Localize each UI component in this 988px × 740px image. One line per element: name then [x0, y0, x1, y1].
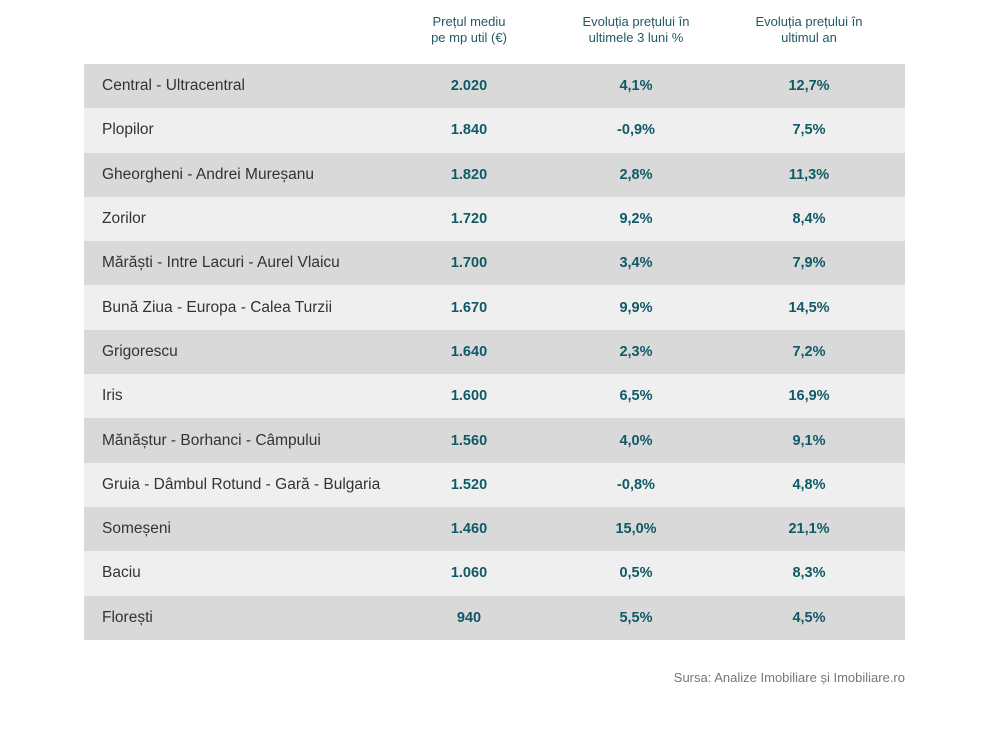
source-note: Sursa: Analize Imobiliare și Imobiliare.…	[673, 670, 905, 685]
table-row: Someșeni 1.460 15,0% 21,1%	[84, 506, 905, 552]
table-row: Central - Ultracentral 2.020 4,1% 12,7%	[84, 64, 905, 109]
neighborhood-name: Plopilor	[102, 121, 154, 139]
evolution-3m-value: 15,0%	[615, 521, 657, 538]
neighborhood-name: Central - Ultracentral	[102, 77, 245, 95]
evolution-3m-value: -0,8%	[617, 476, 655, 493]
neighborhood-name: Zorilor	[102, 210, 146, 228]
evolution-1y-value: 7,9%	[792, 255, 826, 272]
neighborhood-name: Mănăștur - Borhanci - Câmpului	[102, 431, 321, 449]
price-value: 1.640	[450, 343, 488, 360]
price-value: 1.840	[450, 122, 488, 139]
price-value: 2.020	[450, 78, 488, 95]
evolution-1y-value: 12,7%	[788, 78, 830, 95]
neighborhood-name: Mărăști - Intre Lacuri - Aurel Vlaicu	[102, 254, 340, 272]
price-value: 1.700	[450, 255, 488, 272]
header-price-line1: Prețul mediu	[432, 14, 506, 29]
table-row: Mănăștur - Borhanci - Câmpului 1.560 4,0% 9…	[84, 418, 905, 463]
price-value: 1.460	[450, 521, 488, 538]
price-value: 1.060	[450, 565, 488, 582]
evolution-3m-value: 2,8%	[619, 166, 653, 183]
header-evolution-3-months: Evoluția prețului în ultimele 3 luni %	[556, 14, 716, 46]
table-row: Plopilor 1.840 -0,9% 7,5%	[84, 108, 905, 153]
table-row: Florești 940 5,5% 4,5%	[84, 595, 905, 640]
table-row: Iris 1.600 6,5% 16,9%	[84, 374, 905, 419]
evolution-3m-value: 9,9%	[619, 299, 653, 316]
evolution-3m-value: -0,9%	[617, 122, 655, 139]
neighborhood-name: Gruia - Dâmbul Rotund - Gară - Bulgaria	[102, 475, 381, 493]
evolution-1y-value: 8,3%	[792, 565, 826, 582]
evolution-3m-value: 5,5%	[619, 609, 653, 626]
evolution-3m-value: 4,1%	[619, 78, 653, 95]
evolution-3m-value: 2,3%	[619, 343, 653, 360]
header-evolution-1-year: Evoluția prețului în ultimul an	[724, 14, 894, 46]
table-header: Prețul mediu pe mp util (€) Evoluția pre…	[84, 14, 905, 56]
header-3m-line1: Evoluția prețului în	[582, 14, 690, 29]
evolution-1y-value: 4,8%	[792, 476, 826, 493]
evolution-3m-value: 4,0%	[619, 432, 653, 449]
neighborhood-name: Baciu	[102, 564, 141, 582]
price-value: 940	[456, 609, 482, 626]
header-price-line2: pe mp util (€)	[431, 30, 507, 45]
evolution-1y-value: 7,5%	[792, 122, 826, 139]
price-value: 1.600	[450, 388, 488, 405]
evolution-1y-value: 11,3%	[788, 166, 830, 183]
evolution-1y-value: 16,9%	[788, 388, 830, 405]
table-row: Bună Ziua - Europa - Calea Turzii 1.670 9,…	[84, 285, 905, 330]
price-value: 1.560	[450, 432, 488, 449]
neighborhood-name: Florești	[102, 608, 153, 626]
neighborhood-name: Grigorescu	[102, 342, 178, 360]
evolution-1y-value: 21,1%	[788, 521, 830, 538]
evolution-1y-value: 4,5%	[792, 609, 826, 626]
price-value: 1.820	[450, 166, 488, 183]
neighborhood-name: Iris	[102, 387, 123, 405]
price-value: 1.670	[450, 299, 488, 316]
neighborhood-name: Someșeni	[102, 520, 171, 538]
price-table: Central - Ultracentral 2.020 4,1% 12,7% Plop…	[84, 64, 905, 640]
table-row: Mărăști - Intre Lacuri - Aurel Vlaicu 1.7…	[84, 241, 905, 286]
header-1y-line1: Evoluția prețului în	[755, 14, 863, 29]
table-row: Zorilor 1.720 9,2% 8,4%	[84, 196, 905, 242]
evolution-3m-value: 9,2%	[619, 211, 653, 228]
evolution-1y-value: 8,4%	[792, 211, 826, 228]
table-row: Baciu 1.060 0,5% 8,3%	[84, 551, 905, 596]
evolution-3m-value: 6,5%	[619, 388, 653, 405]
evolution-1y-value: 14,5%	[788, 299, 830, 316]
evolution-3m-value: 3,4%	[619, 255, 653, 272]
price-value: 1.720	[450, 211, 488, 228]
header-1y-line2: ultimul an	[781, 30, 837, 45]
evolution-1y-value: 9,1%	[792, 432, 826, 449]
price-value: 1.520	[450, 476, 488, 493]
table-row: Gruia - Dâmbul Rotund - Gară - Bulgaria 1…	[84, 462, 905, 507]
table-row: Grigorescu 1.640 2,3% 7,2%	[84, 329, 905, 375]
neighborhood-name: Gheorgheni - Andrei Mureșanu	[102, 165, 314, 183]
header-price-per-sqm: Prețul mediu pe mp util (€)	[394, 14, 544, 46]
header-3m-line2: ultimele 3 luni %	[588, 30, 684, 45]
table-row: Gheorgheni - Andrei Mureșanu 1.820 2,8% 11,…	[84, 152, 905, 197]
neighborhood-name: Bună Ziua - Europa - Calea Turzii	[102, 298, 333, 316]
evolution-3m-value: 0,5%	[619, 565, 653, 582]
evolution-1y-value: 7,2%	[792, 343, 826, 360]
